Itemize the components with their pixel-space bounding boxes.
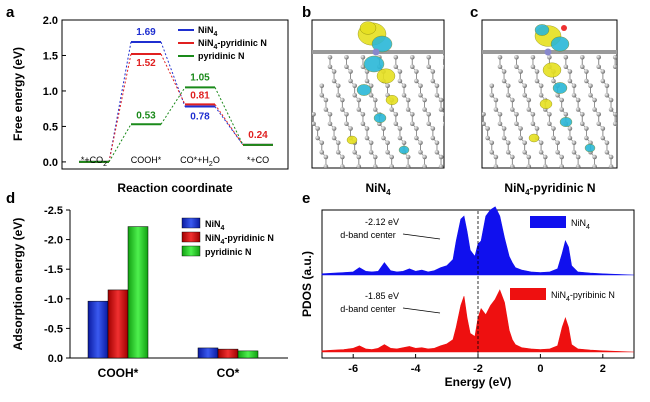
panel-d-legend-label: pyridinic N — [205, 247, 252, 257]
panel-a-category-label: *+CO2 — [81, 155, 107, 168]
panel-a-connector — [214, 104, 244, 146]
panel-a-legend-label: NiN4 — [198, 25, 218, 38]
panel-a-xlabel: Reaction coordinate — [117, 181, 233, 195]
panel-a-value-label: 0.78 — [190, 112, 210, 123]
panel-a-chart: 0.0 0.5 1.0 1.5 2.0 Free energy (eV) Reactio… — [11, 15, 289, 195]
panel-c-caption: NiN4-pyridinic N — [504, 181, 595, 197]
panel-a-ytick-label: 0.0 — [43, 157, 58, 169]
panel-a-connector — [214, 87, 244, 146]
panel-a-category-label: COOH* — [131, 155, 162, 165]
panel-letter-a: a — [6, 4, 15, 21]
panel-a-ytick-label: 2.0 — [43, 15, 58, 27]
panel-e-xtick-label: -4 — [411, 363, 422, 375]
panel-d-category-label: COOH* — [98, 366, 139, 380]
panel-a-category-label: CO*+H2O — [180, 155, 220, 168]
panel-e-legend-label: NiN4-pyribinic N — [551, 290, 615, 303]
panel-d-legend-swatch — [181, 231, 201, 243]
panel-e-annotation-arrow — [402, 233, 441, 240]
panel-a-connector — [108, 53, 132, 163]
panel-d-ytick-label: -2.5 — [44, 205, 63, 217]
panel-e-chart: PDOS (a.u.) Energy (eV) NiN4 -2.12 eV d-ba… — [300, 206, 635, 389]
panel-e-xtick-label: -6 — [348, 363, 358, 375]
panel-a-value-label: 0.53 — [136, 110, 156, 121]
panel-d-bar — [217, 348, 239, 359]
panel-a-value-label: 1.69 — [136, 27, 156, 38]
panel-d-ylabel: Adsorption energy (eV) — [11, 218, 25, 351]
panel-d-legend-label: NiN4 — [205, 219, 225, 232]
panel-a-category-label: *+CO — [247, 155, 269, 165]
panel-a-frame — [61, 19, 289, 170]
panel-e-annotation-value: -2.12 eV — [365, 217, 399, 227]
panel-a-legend-label: NiN4-pyridinic N — [198, 38, 267, 51]
panel-a-value-label: 1.05 — [190, 72, 210, 83]
panel-a-ytick-label: 1.0 — [43, 86, 58, 98]
panel-c-structure-image — [481, 19, 618, 169]
panel-d-bar — [237, 350, 259, 359]
panel-a-ytick-label: 1.5 — [43, 50, 58, 62]
panel-letter-b: b — [302, 4, 311, 21]
panel-a-connector — [214, 106, 244, 146]
panel-d-chart: 0.0 -0.5 -1.0 -1.5 -2.0 -2.5 Adsorption energ… — [11, 205, 288, 380]
panel-d-ytick-label: -0.5 — [44, 323, 63, 335]
panel-d-bar — [127, 226, 149, 359]
panel-d-legend-swatch — [181, 217, 201, 229]
panel-e-annotation-value: -1.85 eV — [365, 291, 399, 301]
panel-e-xtick-label: 2 — [600, 363, 606, 375]
panel-a-value-label: 0.81 — [190, 90, 210, 101]
panel-b-structure-image — [311, 19, 445, 169]
panel-d-ytick-label: -2.0 — [44, 235, 63, 247]
panel-d-legend-swatch — [181, 245, 201, 257]
panel-d-ytick-label: -1.0 — [44, 294, 63, 306]
panel-e-legend-label: NiN4 — [571, 218, 590, 231]
panel-a-value-label: 1.52 — [136, 58, 156, 69]
panel-e-annotation-label: d-band center — [340, 304, 396, 314]
panel-d-ytick-label: 0.0 — [48, 353, 63, 365]
panel-letter-e: e — [302, 190, 310, 207]
panel-a-connector — [160, 87, 186, 125]
panel-d-ytick-label: -1.5 — [44, 264, 63, 276]
panel-e-annotation-arrow — [402, 307, 441, 314]
panel-a-connector — [160, 41, 186, 107]
panel-a-legend-label: pyridinic N — [198, 51, 245, 61]
panel-letter-d: d — [6, 190, 15, 207]
panel-d-bar — [197, 347, 219, 359]
panel-e-annotation-label: d-band center — [340, 230, 396, 240]
panel-d-category-label: CO* — [217, 366, 240, 380]
panel-d-bar — [107, 289, 129, 359]
panel-e-xlabel: Energy (eV) — [445, 375, 512, 389]
panel-a-ylabel: Free energy (eV) — [11, 47, 25, 141]
panel-a-ytick-label: 0.5 — [43, 121, 58, 133]
panel-e-legend-swatch — [510, 288, 546, 300]
panel-a-connector — [160, 53, 186, 105]
panel-letter-c: c — [470, 4, 478, 21]
panel-d-legend-label: NiN4-pyridinic N — [205, 233, 274, 246]
panel-e-xtick-label: 0 — [537, 363, 543, 375]
panel-b-caption: NiN4 — [365, 181, 391, 197]
panel-e-ylabel: PDOS (a.u.) — [300, 251, 314, 317]
panel-a-value-label: 0.24 — [248, 130, 268, 141]
panel-a-connector — [108, 124, 132, 163]
panel-e-xtick-label: -2 — [473, 363, 483, 375]
panel-d-bar — [87, 300, 109, 359]
panel-e-legend-swatch — [530, 216, 566, 228]
